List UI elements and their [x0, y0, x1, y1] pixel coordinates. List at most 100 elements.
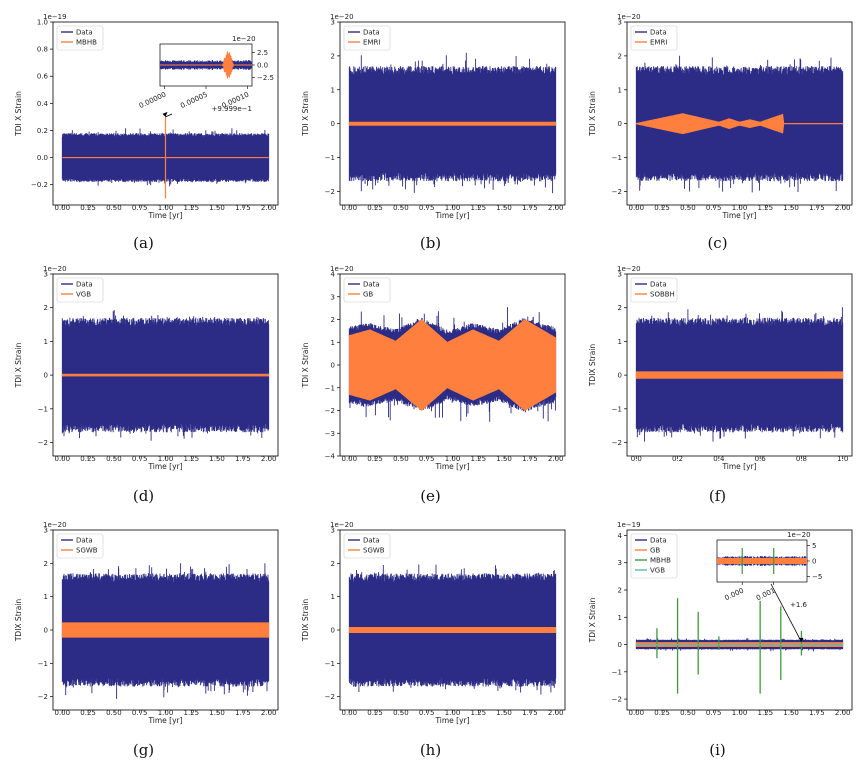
inset-y-tick-label: 0	[812, 558, 816, 566]
x-tick-label: 1.25	[471, 455, 487, 463]
x-tick-label: 0.0	[631, 455, 642, 463]
y-tick-label: −4	[325, 453, 336, 461]
x-tick-label: 1.50	[783, 204, 799, 212]
x-tick-label: 1.50	[209, 204, 225, 212]
x-tick-label: 0.50	[106, 204, 122, 212]
chart-panel-h: 0.00 0.25 0.50 0.75 1.00 1.25 1.50 1.75 2.00 −2 −1…	[287, 512, 574, 768]
inset-x-offset-label: +1.6	[790, 601, 808, 609]
y-tick-label: 1	[331, 86, 335, 94]
caption-i: (i)	[709, 741, 726, 759]
x-tick-label: 0.75	[419, 455, 435, 463]
y-tick-label: 2	[331, 560, 335, 568]
y-offset-label: 1e−20	[330, 265, 354, 273]
legend-label: Data	[650, 29, 667, 37]
caption-g: (g)	[132, 741, 155, 759]
x-tick-label: 1.50	[496, 455, 512, 463]
plot-area	[61, 563, 270, 699]
y-tick-label: 1	[331, 593, 335, 601]
legend-label: VGB	[650, 567, 665, 575]
y-axis-label: TDI X Strain	[588, 91, 597, 137]
chart-h: 0.00 0.25 0.50 0.75 1.00 1.25 1.50 1.75 2.00 −2 −1…	[301, 521, 566, 725]
y-offset-label: 1e−20	[617, 13, 641, 21]
x-tick-label: 1.75	[522, 709, 538, 717]
x-axis-label: Time [yr]	[434, 211, 469, 220]
x-tick-label: 0.00	[341, 455, 357, 463]
legend-label: SGWB	[363, 547, 385, 555]
legend-label: GB	[363, 291, 373, 299]
y-tick-label: 0	[618, 120, 622, 128]
x-tick-label: 1.75	[522, 204, 538, 212]
x-axis-label: Time [yr]	[147, 462, 182, 471]
y-tick-label: 2	[618, 587, 622, 595]
x-tick-label: 1.25	[471, 709, 487, 717]
x-tick-label: 0.75	[419, 709, 435, 717]
y-tick-label: 2	[618, 52, 622, 60]
series-emri	[636, 113, 843, 135]
caption-h: (h)	[419, 741, 442, 759]
x-tick-label: 1.75	[235, 709, 251, 717]
chart-panel-i: 0.00 0.25 0.50 0.75 1.00 1.25 1.50 1.75 2.00 −2 −1…	[574, 512, 861, 768]
x-tick-label: 1.00	[158, 204, 174, 212]
series-emri	[349, 121, 556, 126]
y-tick-label: 0.4	[37, 100, 49, 108]
x-tick-label: 0.25	[367, 709, 383, 717]
chart-c: 0.00 0.25 0.50 0.75 1.00 1.25 1.50 1.75 2.00 −2 −1…	[588, 13, 853, 220]
y-tick-label: 0.2	[37, 127, 48, 135]
y-tick-label: 3	[44, 527, 48, 535]
x-tick-label: 0.00	[54, 709, 70, 717]
x-tick-label: 1.25	[758, 204, 774, 212]
x-tick-label: 1.00	[445, 455, 461, 463]
y-tick-label: 0	[618, 372, 622, 380]
inset-offset-label: 1e−20	[232, 35, 256, 43]
legend-label: VGB	[76, 291, 91, 299]
x-tick-label: 1.75	[809, 204, 825, 212]
y-tick-label: 3	[44, 271, 48, 279]
x-tick-label: 1.25	[184, 455, 200, 463]
y-tick-label: 4	[618, 532, 623, 540]
x-tick-label: 0.50	[680, 709, 696, 717]
x-tick-label: 0.75	[132, 709, 148, 717]
caption-a: (a)	[133, 234, 154, 252]
inset-arrow-head	[162, 111, 168, 117]
x-tick-label: 0.2	[672, 455, 683, 463]
x-tick-label: 0.50	[106, 709, 122, 717]
x-tick-label: 1.75	[235, 455, 251, 463]
plot-area	[635, 598, 844, 694]
x-tick-label: 1.00	[158, 709, 174, 717]
x-tick-label: 0.75	[706, 204, 722, 212]
inset-y-tick-label: −5	[812, 573, 822, 581]
inset-x-tick-label: 0.000	[723, 587, 745, 603]
x-tick-label: 1.50	[783, 709, 799, 717]
x-tick-label: 0.75	[132, 455, 148, 463]
x-tick-label: 1.25	[471, 204, 487, 212]
y-tick-label: 3	[618, 559, 622, 567]
x-tick-label: 1.75	[235, 204, 251, 212]
chart-panel-e: 0.00 0.25 0.50 0.75 1.00 1.25 1.50 1.75 2.00 −4 −3…	[287, 256, 574, 512]
x-tick-label: 2.00	[261, 709, 277, 717]
x-tick-label: 1.25	[184, 709, 200, 717]
x-tick-label: 1.00	[445, 204, 461, 212]
x-tick-label: 0.75	[132, 204, 148, 212]
inset-y-tick-label: 0.0	[257, 62, 268, 70]
y-tick-label: 0	[44, 627, 48, 635]
y-offset-label: 1e−20	[43, 265, 67, 273]
x-tick-label: 1.00	[158, 455, 174, 463]
y-tick-label: 1	[331, 339, 335, 347]
y-tick-label: −2	[612, 439, 622, 447]
y-offset-label: 1e−20	[43, 521, 67, 529]
y-tick-label: 0	[331, 362, 335, 370]
y-offset-label: 1e−19	[43, 13, 67, 21]
inset-arrow	[165, 113, 173, 118]
x-axis-label: Time [yr]	[147, 211, 182, 220]
x-tick-label: 1.50	[209, 709, 225, 717]
x-tick-label: 0.00	[628, 709, 644, 717]
y-tick-label: −2	[325, 407, 335, 415]
y-tick-label: −1	[612, 668, 622, 676]
y-tick-label: 3	[618, 19, 622, 27]
x-tick-label: 1.50	[209, 455, 225, 463]
x-tick-label: 0.6	[755, 455, 767, 463]
legend-label: MBHB	[76, 39, 97, 47]
x-tick-label: 0.75	[419, 204, 435, 212]
y-tick-label: −2	[38, 439, 48, 447]
inset-arrow-head	[798, 637, 804, 642]
